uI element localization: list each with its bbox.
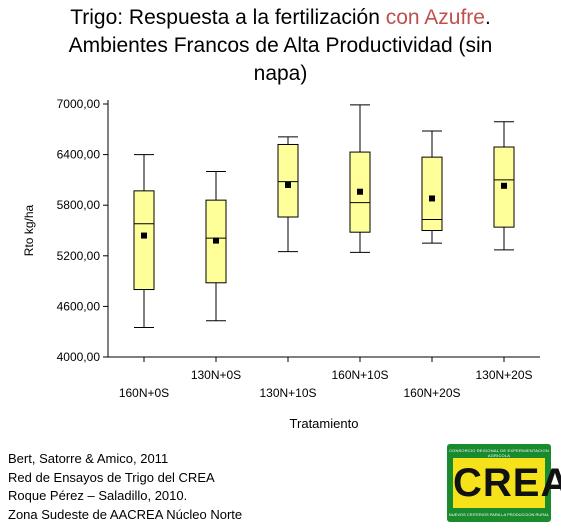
x-tick-label: 160N+0S bbox=[119, 386, 169, 400]
footer-line-4: Zona Sudeste de AACREA Núcleo Norte bbox=[8, 506, 243, 522]
logo-top-text: CONSORCIO REGIONAL DE EXPERIMENTACION AG… bbox=[449, 448, 549, 458]
chart-title: Trigo: Respuesta a la fertilización con … bbox=[0, 4, 561, 88]
footer-line-2: Red de Ensayos de Trigo del CREA bbox=[8, 469, 215, 485]
y-axis-label: Rto kg/ha bbox=[22, 204, 36, 256]
logo-bottom-text: NUEVOS CRITERIOS PARA LA PRODUCCION RURA… bbox=[448, 512, 550, 517]
box-mean-marker bbox=[141, 232, 147, 239]
box-iqr bbox=[133, 190, 155, 291]
y-tick-label: 6400,00 bbox=[57, 148, 101, 162]
title-line-1: Trigo: Respuesta a la fertilización con … bbox=[0, 4, 561, 32]
x-tick-label: 160N+10S bbox=[331, 368, 388, 382]
y-tick-label: 4600,00 bbox=[57, 299, 101, 313]
y-tick-label: 5800,00 bbox=[57, 198, 101, 212]
y-tick-label: 7000,00 bbox=[57, 97, 101, 111]
box-mean-marker bbox=[357, 188, 363, 195]
x-tick-label: 130N+20S bbox=[475, 368, 532, 382]
x-tick-label: 160N+20S bbox=[403, 386, 460, 400]
title-line-2: Ambientes Francos de Alta Productividad … bbox=[68, 34, 493, 57]
box-mean-marker bbox=[429, 195, 435, 202]
box-mean-marker bbox=[213, 237, 219, 244]
x-axis-label: Tratamiento bbox=[290, 416, 359, 431]
x-tick-label: 130N+0S bbox=[191, 368, 241, 382]
y-tick-label: 5200,00 bbox=[57, 249, 101, 263]
boxplot-chart: 4000,00 4600,00 5200,00 5800,00 6400,00 7000,… bbox=[22, 97, 540, 431]
x-tick-label: 130N+10S bbox=[259, 386, 316, 400]
title-line-3: napa) bbox=[253, 62, 308, 85]
box-iqr bbox=[421, 156, 443, 232]
logo-word: CREA bbox=[453, 458, 561, 508]
footer-line-1: Bert, Satorre & Amico, 2011 bbox=[8, 451, 169, 466]
footer-credits: Bert, Satorre & Amico, 2011 Red de Ensay… bbox=[8, 450, 242, 524]
box-iqr bbox=[277, 143, 299, 218]
title-accent: con Azufre bbox=[385, 6, 485, 29]
box-mean-marker bbox=[501, 182, 507, 189]
box-mean-marker bbox=[285, 181, 291, 188]
crea-logo: CONSORCIO REGIONAL DE EXPERIMENTACION AG… bbox=[447, 444, 561, 522]
title-line-1-suffix: . bbox=[484, 6, 491, 29]
y-tick-label: 4000,00 bbox=[57, 350, 101, 364]
title-line-1-prefix: Trigo: Respuesta a la fertilización bbox=[70, 6, 386, 29]
footer-line-3: Roque Pérez – Saladillo, 2010. bbox=[8, 488, 188, 503]
